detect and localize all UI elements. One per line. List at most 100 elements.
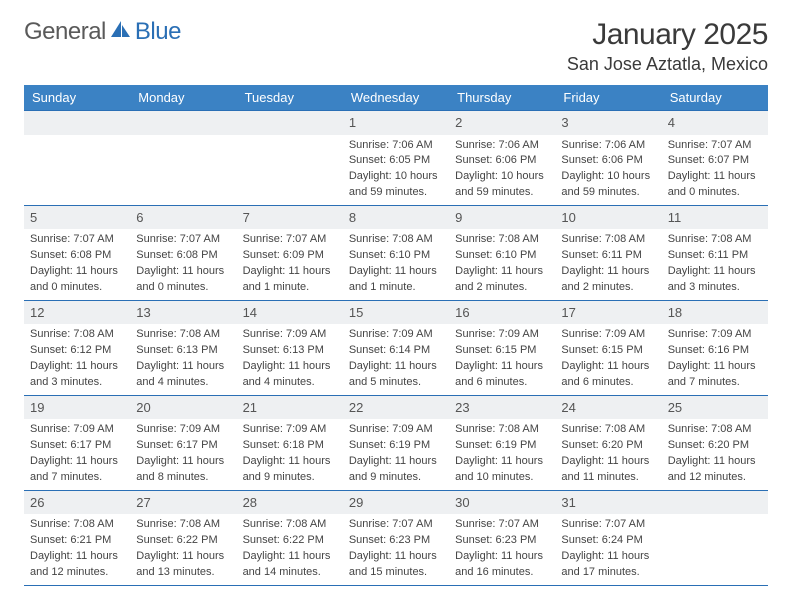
sunrise-text: Sunrise: 7:08 AM bbox=[136, 327, 230, 342]
sunset-text: Sunset: 6:08 PM bbox=[136, 248, 230, 263]
calendar-day-cell: 21Sunrise: 7:09 AMSunset: 6:18 PMDayligh… bbox=[237, 395, 343, 490]
calendar-day-cell: 15Sunrise: 7:09 AMSunset: 6:14 PMDayligh… bbox=[343, 300, 449, 395]
day-details: Sunrise: 7:08 AMSunset: 6:10 PMDaylight:… bbox=[343, 229, 449, 299]
sunset-text: Sunset: 6:17 PM bbox=[136, 438, 230, 453]
day-details: Sunrise: 7:09 AMSunset: 6:17 PMDaylight:… bbox=[130, 419, 236, 489]
sunset-text: Sunset: 6:20 PM bbox=[668, 438, 762, 453]
daylight-line1: Daylight: 11 hours bbox=[455, 549, 549, 564]
day-number: 30 bbox=[449, 491, 555, 515]
daylight-line2: and 16 minutes. bbox=[455, 565, 549, 580]
day-number: 26 bbox=[24, 491, 130, 515]
daylight-line1: Daylight: 11 hours bbox=[668, 264, 762, 279]
daylight-line2: and 4 minutes. bbox=[136, 375, 230, 390]
day-number: 18 bbox=[662, 301, 768, 325]
daylight-line1: Daylight: 11 hours bbox=[136, 549, 230, 564]
sunset-text: Sunset: 6:16 PM bbox=[668, 343, 762, 358]
daylight-line1: Daylight: 11 hours bbox=[243, 359, 337, 374]
calendar-day-cell: 19Sunrise: 7:09 AMSunset: 6:17 PMDayligh… bbox=[24, 395, 130, 490]
daylight-line1: Daylight: 11 hours bbox=[668, 359, 762, 374]
daylight-line1: Daylight: 11 hours bbox=[349, 264, 443, 279]
daylight-line2: and 0 minutes. bbox=[30, 280, 124, 295]
sunrise-text: Sunrise: 7:08 AM bbox=[349, 232, 443, 247]
calendar-day-cell: 31Sunrise: 7:07 AMSunset: 6:24 PMDayligh… bbox=[555, 490, 661, 585]
day-details: Sunrise: 7:08 AMSunset: 6:20 PMDaylight:… bbox=[555, 419, 661, 489]
day-number-empty bbox=[130, 111, 236, 135]
sunset-text: Sunset: 6:11 PM bbox=[561, 248, 655, 263]
day-number: 31 bbox=[555, 491, 661, 515]
daylight-line2: and 4 minutes. bbox=[243, 375, 337, 390]
daylight-line1: Daylight: 11 hours bbox=[455, 454, 549, 469]
sunset-text: Sunset: 6:13 PM bbox=[136, 343, 230, 358]
location-subtitle: San Jose Aztatla, Mexico bbox=[567, 54, 768, 75]
day-number: 9 bbox=[449, 206, 555, 230]
sunset-text: Sunset: 6:13 PM bbox=[243, 343, 337, 358]
daylight-line1: Daylight: 11 hours bbox=[243, 264, 337, 279]
sunrise-text: Sunrise: 7:08 AM bbox=[455, 232, 549, 247]
day-number: 6 bbox=[130, 206, 236, 230]
daylight-line2: and 7 minutes. bbox=[668, 375, 762, 390]
sunset-text: Sunset: 6:22 PM bbox=[243, 533, 337, 548]
day-number: 25 bbox=[662, 396, 768, 420]
daylight-line1: Daylight: 11 hours bbox=[243, 454, 337, 469]
sunset-text: Sunset: 6:06 PM bbox=[455, 153, 549, 168]
logo-text-blue: Blue bbox=[135, 18, 181, 46]
day-number-empty bbox=[24, 111, 130, 135]
sunrise-text: Sunrise: 7:06 AM bbox=[561, 138, 655, 153]
daylight-line1: Daylight: 11 hours bbox=[136, 359, 230, 374]
calendar-day-cell: 6Sunrise: 7:07 AMSunset: 6:08 PMDaylight… bbox=[130, 205, 236, 300]
daylight-line1: Daylight: 11 hours bbox=[30, 264, 124, 279]
sunset-text: Sunset: 6:24 PM bbox=[561, 533, 655, 548]
daylight-line2: and 0 minutes. bbox=[668, 185, 762, 200]
daylight-line2: and 5 minutes. bbox=[349, 375, 443, 390]
daylight-line2: and 6 minutes. bbox=[561, 375, 655, 390]
sunrise-text: Sunrise: 7:09 AM bbox=[668, 327, 762, 342]
day-details: Sunrise: 7:08 AMSunset: 6:10 PMDaylight:… bbox=[449, 229, 555, 299]
calendar-day-cell: 25Sunrise: 7:08 AMSunset: 6:20 PMDayligh… bbox=[662, 395, 768, 490]
day-number: 10 bbox=[555, 206, 661, 230]
sunrise-text: Sunrise: 7:07 AM bbox=[30, 232, 124, 247]
day-details: Sunrise: 7:09 AMSunset: 6:13 PMDaylight:… bbox=[237, 324, 343, 394]
sunrise-text: Sunrise: 7:08 AM bbox=[30, 327, 124, 342]
day-number: 1 bbox=[343, 111, 449, 135]
sunrise-text: Sunrise: 7:09 AM bbox=[30, 422, 124, 437]
sunset-text: Sunset: 6:07 PM bbox=[668, 153, 762, 168]
sunrise-text: Sunrise: 7:07 AM bbox=[136, 232, 230, 247]
day-number: 19 bbox=[24, 396, 130, 420]
daylight-line2: and 2 minutes. bbox=[561, 280, 655, 295]
calendar-day-cell: 17Sunrise: 7:09 AMSunset: 6:15 PMDayligh… bbox=[555, 300, 661, 395]
daylight-line1: Daylight: 11 hours bbox=[561, 549, 655, 564]
calendar-day-cell: 11Sunrise: 7:08 AMSunset: 6:11 PMDayligh… bbox=[662, 205, 768, 300]
daylight-line1: Daylight: 11 hours bbox=[30, 454, 124, 469]
daylight-line2: and 6 minutes. bbox=[455, 375, 549, 390]
calendar-day-cell: 23Sunrise: 7:08 AMSunset: 6:19 PMDayligh… bbox=[449, 395, 555, 490]
logo-sail-icon bbox=[110, 18, 132, 46]
daylight-line2: and 12 minutes. bbox=[30, 565, 124, 580]
calendar-week-row: 26Sunrise: 7:08 AMSunset: 6:21 PMDayligh… bbox=[24, 490, 768, 585]
daylight-line1: Daylight: 11 hours bbox=[30, 359, 124, 374]
month-title: January 2025 bbox=[567, 18, 768, 52]
sunset-text: Sunset: 6:23 PM bbox=[455, 533, 549, 548]
day-details: Sunrise: 7:08 AMSunset: 6:22 PMDaylight:… bbox=[130, 514, 236, 584]
sunset-text: Sunset: 6:19 PM bbox=[455, 438, 549, 453]
day-number: 3 bbox=[555, 111, 661, 135]
daylight-line1: Daylight: 11 hours bbox=[455, 359, 549, 374]
sunrise-text: Sunrise: 7:06 AM bbox=[455, 138, 549, 153]
calendar-day-cell: 1Sunrise: 7:06 AMSunset: 6:05 PMDaylight… bbox=[343, 111, 449, 206]
sunrise-text: Sunrise: 7:08 AM bbox=[455, 422, 549, 437]
sunrise-text: Sunrise: 7:09 AM bbox=[349, 422, 443, 437]
day-number: 28 bbox=[237, 491, 343, 515]
daylight-line2: and 15 minutes. bbox=[349, 565, 443, 580]
day-details: Sunrise: 7:07 AMSunset: 6:24 PMDaylight:… bbox=[555, 514, 661, 584]
calendar-day-cell: 20Sunrise: 7:09 AMSunset: 6:17 PMDayligh… bbox=[130, 395, 236, 490]
daylight-line2: and 59 minutes. bbox=[349, 185, 443, 200]
calendar-day-cell: 24Sunrise: 7:08 AMSunset: 6:20 PMDayligh… bbox=[555, 395, 661, 490]
daylight-line2: and 3 minutes. bbox=[668, 280, 762, 295]
day-number: 5 bbox=[24, 206, 130, 230]
sunrise-text: Sunrise: 7:09 AM bbox=[455, 327, 549, 342]
calendar-day-cell: 5Sunrise: 7:07 AMSunset: 6:08 PMDaylight… bbox=[24, 205, 130, 300]
daylight-line2: and 2 minutes. bbox=[455, 280, 549, 295]
calendar-week-row: 12Sunrise: 7:08 AMSunset: 6:12 PMDayligh… bbox=[24, 300, 768, 395]
day-details: Sunrise: 7:09 AMSunset: 6:15 PMDaylight:… bbox=[449, 324, 555, 394]
calendar-day-cell: 12Sunrise: 7:08 AMSunset: 6:12 PMDayligh… bbox=[24, 300, 130, 395]
day-number: 21 bbox=[237, 396, 343, 420]
